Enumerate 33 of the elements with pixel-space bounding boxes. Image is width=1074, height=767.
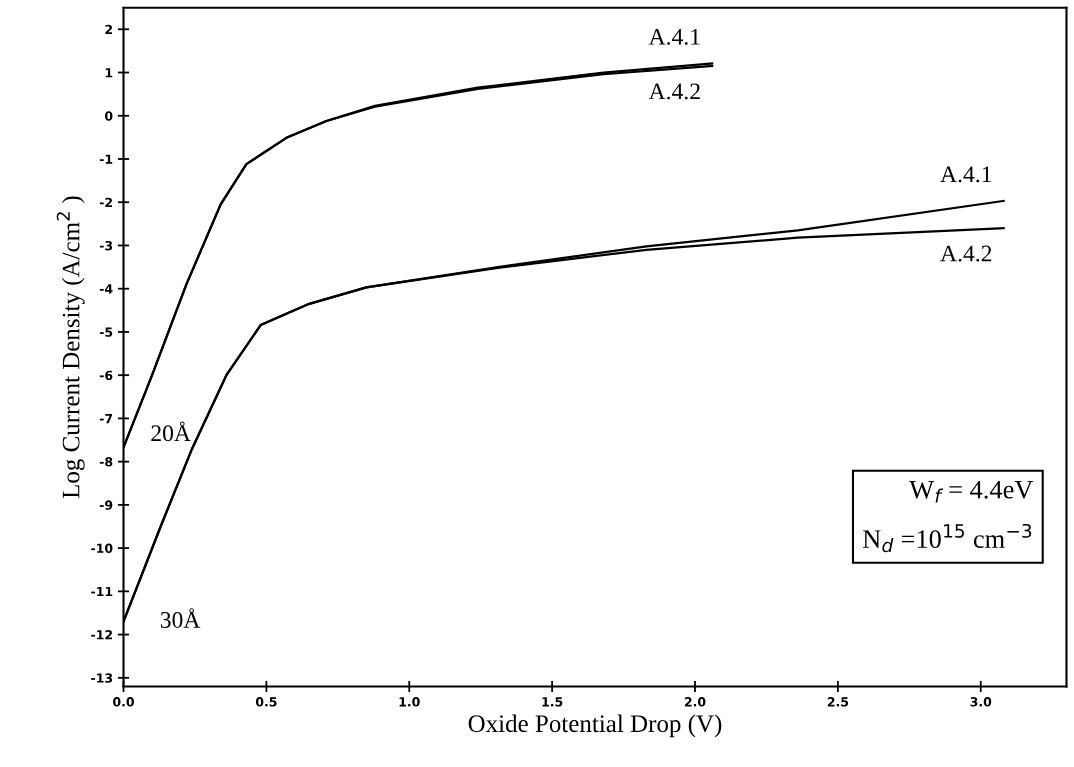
x-tick-label: 3.0: [970, 697, 992, 707]
y-tick-label: -11: [91, 586, 113, 597]
y-tick-label: -1: [99, 154, 113, 164]
series-label: A.4.1: [648, 28, 700, 45]
x-tick-label: 1.5: [542, 697, 563, 707]
x-tick-label: 0.0: [113, 697, 134, 707]
y-axis-title: Log Current Density (A/cm$^{2}$ ): [56, 196, 85, 499]
annotation: 30Å: [160, 608, 201, 628]
y-tick-label: -4: [99, 284, 113, 294]
y-tick-label: -6: [99, 370, 113, 381]
y-tick-label: -12: [91, 630, 113, 640]
y-tick-label: -8: [99, 457, 113, 467]
y-tick-label: 0: [104, 111, 113, 121]
y-tick-label: 1: [105, 68, 113, 78]
x-axis-title: Oxide Potential Drop (V): [468, 714, 722, 738]
y-tick-label: -13: [91, 673, 113, 683]
annotation: N$_{d}$ =10$^{15}$ cm$^{−3}$: [862, 523, 1032, 553]
y-tick-label: 2: [105, 24, 113, 35]
x-tick-label: 2.0: [684, 697, 706, 707]
y-tick-label: -7: [99, 414, 113, 424]
annotation: W$_{f}$ = 4.4eV: [909, 480, 1034, 503]
series-label: A.4.2: [940, 245, 992, 262]
annotation: 20Å: [151, 421, 191, 442]
series-label: A.4.1: [940, 166, 992, 183]
x-tick-label: 0.5: [255, 697, 277, 707]
x-tick-label: 1.0: [399, 697, 420, 707]
y-tick-label: -2: [99, 197, 113, 207]
series-label: A.4.2: [648, 83, 700, 100]
x-tick-label: 2.5: [827, 697, 849, 707]
y-tick-label: -10: [91, 543, 113, 554]
y-tick-label: -5: [99, 327, 113, 337]
y-tick-label: -3: [99, 240, 113, 251]
y-tick-label: -9: [99, 500, 113, 510]
